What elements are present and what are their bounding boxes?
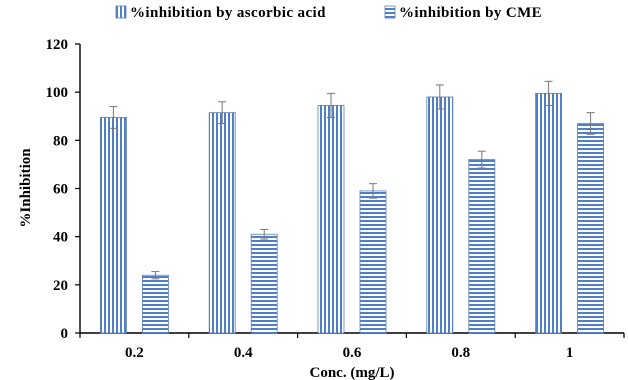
bar-cme-0-6 bbox=[359, 190, 387, 334]
bar-ascorbic-acid-0-2 bbox=[100, 117, 127, 334]
x-axis-title: Conc. (mg/L) bbox=[310, 365, 395, 380]
bars bbox=[100, 92, 604, 334]
y-tick-label: 0 bbox=[61, 326, 69, 342]
bar-ascorbic-acid-0-6 bbox=[317, 105, 345, 334]
legend-label-cme: %inhibition by CME bbox=[399, 5, 542, 21]
x-tick-label: 0.4 bbox=[234, 345, 253, 361]
x-tick-label: 1 bbox=[566, 345, 574, 361]
legend-label-ascorbic-acid: %inhibition by ascorbic acid bbox=[130, 5, 326, 21]
legend: %inhibition by ascorbic acid %inhibition … bbox=[115, 5, 542, 21]
x-tick-label: 0.2 bbox=[125, 345, 144, 361]
y-tick-label: 80 bbox=[53, 133, 68, 149]
y-tick-label: 20 bbox=[53, 278, 68, 294]
y-axis-title: %Inhibition bbox=[18, 148, 34, 228]
bar-ascorbic-acid-0-4 bbox=[208, 112, 236, 334]
legend-swatch-ascorbic-acid bbox=[115, 5, 127, 19]
y-tick-label: 40 bbox=[53, 230, 68, 246]
legend-swatch-cme bbox=[384, 5, 396, 19]
bar-ascorbic-acid-1 bbox=[535, 92, 562, 334]
y-tick-label: 120 bbox=[46, 37, 69, 53]
bar-cme-0-8 bbox=[468, 159, 496, 334]
y-axis-ticks: 0 20 40 60 80 100 120 bbox=[46, 37, 80, 342]
bar-cme-0-4 bbox=[250, 233, 278, 334]
x-tick-label: 0.6 bbox=[343, 345, 362, 361]
y-tick-label: 60 bbox=[53, 182, 68, 198]
y-tick-label: 100 bbox=[46, 85, 69, 101]
bar-cme-0-2 bbox=[141, 274, 169, 334]
x-axis-ticks: 0.2 0.4 0.6 0.8 1 bbox=[79, 333, 625, 361]
bar-ascorbic-acid-0-8 bbox=[426, 96, 454, 334]
bar-cme-1 bbox=[577, 123, 604, 334]
error-bars bbox=[109, 80, 595, 280]
x-tick-label: 0.8 bbox=[451, 345, 470, 361]
